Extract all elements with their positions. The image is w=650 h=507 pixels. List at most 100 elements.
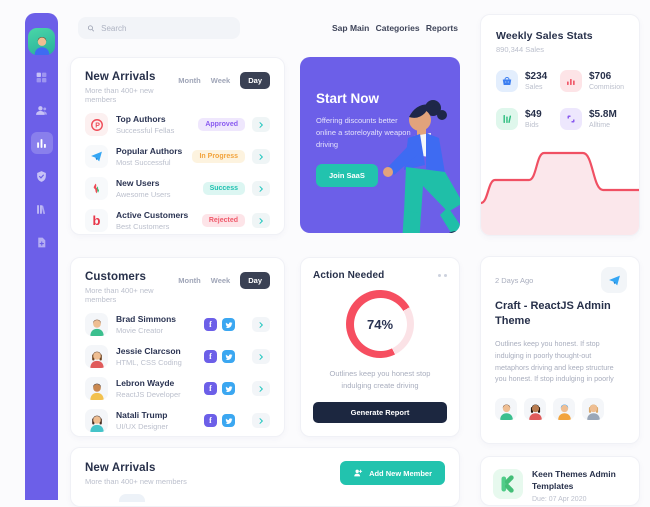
- status-badge: Success: [202, 182, 245, 195]
- facebook-button[interactable]: f: [204, 318, 217, 331]
- flame-figure-icon: [93, 183, 100, 194]
- list-item: Popular Authors Most Successful In Progr…: [85, 145, 270, 168]
- customer-text: Lebron Wayde ReactJS Developer: [116, 378, 204, 399]
- social-buttons: f: [204, 318, 235, 331]
- add-new-member-button[interactable]: Add New Member: [340, 461, 445, 485]
- stat-value: $706: [588, 71, 612, 82]
- facebook-button[interactable]: f: [204, 350, 217, 363]
- customer-role: Movie Creator: [116, 326, 164, 335]
- keen-due-date: Due: 07 Apr 2020: [532, 495, 587, 503]
- customer-role: ReactJS Developer: [116, 390, 181, 399]
- item-arrow-button[interactable]: [252, 149, 270, 164]
- gripfire-logo-icon: [85, 177, 108, 200]
- avatar: [495, 398, 517, 421]
- search-bar[interactable]: [78, 17, 240, 39]
- card-menu-icon[interactable]: [438, 274, 447, 277]
- stat-value: $5.8M: [588, 109, 617, 120]
- female-avatar-icon: [586, 404, 600, 421]
- item-text: Popular Authors Most Successful: [116, 146, 192, 167]
- item-arrow-button[interactable]: [252, 181, 270, 196]
- card-subtitle: More than 400+ new members: [85, 86, 154, 104]
- sidebar-item-library[interactable]: [31, 198, 53, 220]
- card-title: New Arrivals: [85, 462, 156, 474]
- sidebar-item-statistics[interactable]: [30, 132, 53, 154]
- tab-month[interactable]: Month: [178, 276, 201, 285]
- twitter-button[interactable]: [222, 414, 235, 427]
- avatar-face-icon: [34, 37, 49, 55]
- female-avatar-icon: [89, 351, 104, 368]
- post-body: Outlines keep you honest. If stop indulg…: [495, 338, 614, 384]
- tab-week[interactable]: Week: [210, 76, 231, 85]
- nav-link-sap-main[interactable]: Sap Main: [332, 23, 370, 33]
- customer-role: UI/UX Designer: [116, 422, 169, 431]
- status-badge: Rejected: [201, 214, 245, 227]
- twitter-button[interactable]: [222, 318, 235, 331]
- sidebar-item-dashboard[interactable]: [31, 66, 53, 88]
- card-header-text: New Arrivals More than 400+ new members: [85, 71, 178, 104]
- social-buttons: f: [204, 414, 235, 427]
- bar-chart-icon: [37, 138, 46, 148]
- search-input[interactable]: [101, 23, 231, 33]
- sidebar-item-security[interactable]: [31, 165, 53, 187]
- customer-text: Brad Simmons Movie Creator: [116, 314, 204, 335]
- nav-link-categories[interactable]: Categories: [375, 23, 420, 33]
- post-title: Craft - ReactJS Admin Theme: [495, 300, 611, 328]
- facebook-button[interactable]: f: [204, 382, 217, 395]
- new-arrivals-bottom-card: New Arrivals More than 400+ new members …: [70, 447, 460, 507]
- customer-row: Jessie Clarcson HTML, CSS Coding f: [85, 345, 270, 368]
- customer-role: HTML, CSS Coding: [116, 358, 182, 367]
- weekly-sales-area-chart: [481, 151, 639, 235]
- twitter-button[interactable]: [222, 350, 235, 363]
- shield-check-icon: [37, 170, 46, 182]
- join-saas-button[interactable]: Join SaaS: [316, 164, 378, 187]
- item-subtitle: Awesome Users: [116, 190, 171, 199]
- tab-month[interactable]: Month: [178, 76, 201, 85]
- card-header: New Arrivals More than 400+ new members …: [85, 71, 270, 104]
- tab-day[interactable]: Day: [240, 272, 270, 289]
- stat-label: Bids: [525, 122, 539, 129]
- item-arrow-button[interactable]: [252, 213, 270, 228]
- customer-arrow-button[interactable]: [252, 413, 270, 428]
- customer-arrow-button[interactable]: [252, 317, 270, 332]
- tab-week[interactable]: Week: [210, 276, 231, 285]
- add-member-label: Add New Member: [369, 468, 432, 478]
- donut-percent-label: 74%: [353, 297, 407, 351]
- customer-arrow-button[interactable]: [252, 381, 270, 396]
- facebook-button[interactable]: f: [204, 414, 217, 427]
- customer-arrow-button[interactable]: [252, 349, 270, 364]
- card-title: Customers: [85, 271, 146, 283]
- file-plus-icon: [38, 237, 46, 247]
- share-button[interactable]: [601, 267, 627, 293]
- item-title: New Users: [116, 178, 160, 188]
- search-icon: [88, 24, 95, 31]
- tab-day[interactable]: Day: [240, 72, 270, 89]
- sidebar-item-users[interactable]: [31, 99, 53, 121]
- weekly-chart-area: [481, 153, 639, 235]
- stat-value: $234: [525, 71, 548, 82]
- card-title: Action Needed: [313, 270, 385, 281]
- corner-brackets-icon: [559, 108, 582, 130]
- customer-row: Brad Simmons Movie Creator f: [85, 313, 270, 336]
- clipped-row-icon: [119, 494, 145, 502]
- paper-plane-icon: [91, 151, 102, 162]
- avatar: [553, 398, 575, 421]
- sidebar-item-documents[interactable]: [31, 231, 53, 253]
- stat-label: Sales: [525, 84, 543, 91]
- weekly-chart-line: [481, 151, 639, 205]
- item-arrow-button[interactable]: [252, 117, 270, 132]
- user-plus-icon: [354, 469, 363, 477]
- generate-report-button[interactable]: Generate Report: [313, 402, 447, 423]
- chevron-right-icon: [259, 417, 264, 424]
- card-header: Customers More than 400+ new members Mon…: [85, 271, 270, 304]
- male-avatar-icon: [499, 404, 513, 421]
- nav-link-reports[interactable]: Reports: [425, 23, 458, 33]
- user-avatar[interactable]: [28, 28, 55, 55]
- twitter-button[interactable]: [222, 382, 235, 395]
- status-badge: Approved: [198, 118, 245, 131]
- basket-icon: [496, 70, 518, 92]
- twitter-bird-icon: [225, 417, 232, 424]
- twitter-bird-icon: [225, 321, 232, 328]
- item-text: Top Authors Successful Fellas: [116, 114, 198, 135]
- chevron-right-icon: [259, 217, 264, 224]
- p-logo-icon: P: [90, 118, 103, 131]
